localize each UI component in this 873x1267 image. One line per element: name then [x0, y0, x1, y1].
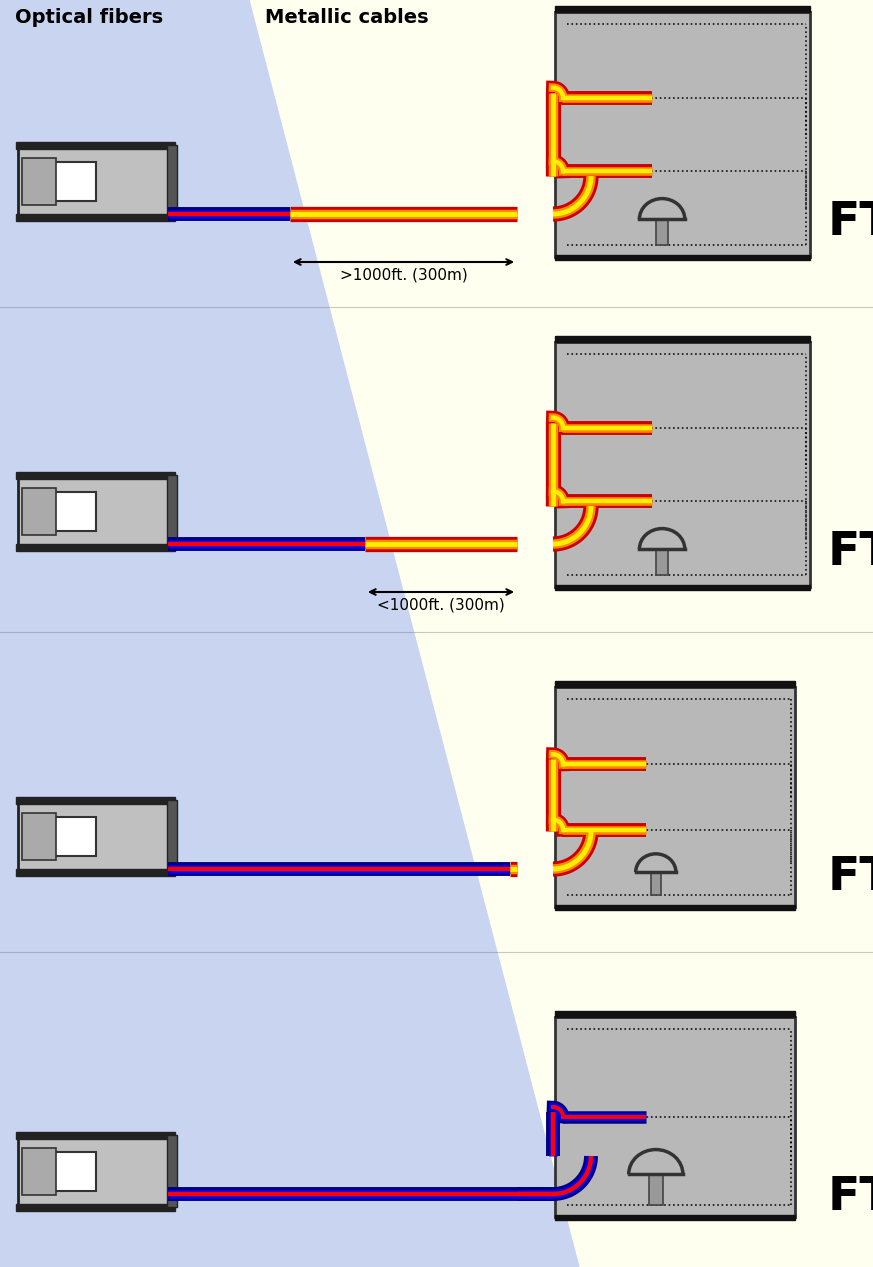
Bar — [555, 336, 810, 342]
Bar — [52, 162, 95, 201]
Text: FTTH: FTTH — [828, 1175, 873, 1220]
Bar — [52, 492, 95, 531]
Bar — [16, 797, 175, 805]
Text: <1000ft. (300m): <1000ft. (300m) — [377, 598, 505, 613]
Text: Metallic cables: Metallic cables — [265, 8, 429, 27]
Bar — [22, 158, 56, 205]
Bar — [18, 144, 173, 217]
Text: Optical fibers: Optical fibers — [15, 8, 163, 27]
Text: FTTN: FTTN — [828, 200, 873, 245]
Bar — [16, 1204, 175, 1211]
Polygon shape — [250, 0, 873, 1267]
Bar — [16, 869, 175, 875]
Bar — [52, 816, 95, 856]
Text: FTTC: FTTC — [828, 530, 873, 575]
Bar — [555, 687, 795, 907]
Bar — [555, 1215, 795, 1220]
Bar — [167, 1135, 177, 1207]
Text: FTTB: FTTB — [828, 855, 873, 900]
Bar — [555, 680, 795, 687]
Bar — [16, 214, 175, 220]
Bar — [52, 1152, 95, 1191]
Bar — [18, 475, 173, 547]
Bar — [555, 11, 810, 257]
Bar — [22, 488, 56, 535]
Bar — [167, 475, 177, 547]
Bar — [555, 1011, 795, 1017]
Bar — [16, 544, 175, 551]
Bar — [18, 799, 173, 872]
Bar — [167, 144, 177, 217]
Bar — [555, 6, 810, 11]
Bar — [167, 799, 177, 872]
Bar — [16, 142, 175, 150]
Bar — [18, 1135, 173, 1207]
Bar — [656, 549, 668, 575]
Text: >1000ft. (300m): >1000ft. (300m) — [340, 269, 467, 283]
Bar — [555, 255, 810, 260]
Bar — [656, 219, 668, 245]
Bar — [16, 473, 175, 479]
Bar — [22, 1148, 56, 1195]
Bar — [650, 872, 661, 895]
Bar — [22, 813, 56, 860]
Bar — [555, 342, 810, 587]
Bar — [555, 585, 810, 590]
Bar — [555, 905, 795, 910]
Bar — [555, 1017, 795, 1218]
Bar — [16, 1131, 175, 1139]
Bar — [649, 1175, 663, 1205]
